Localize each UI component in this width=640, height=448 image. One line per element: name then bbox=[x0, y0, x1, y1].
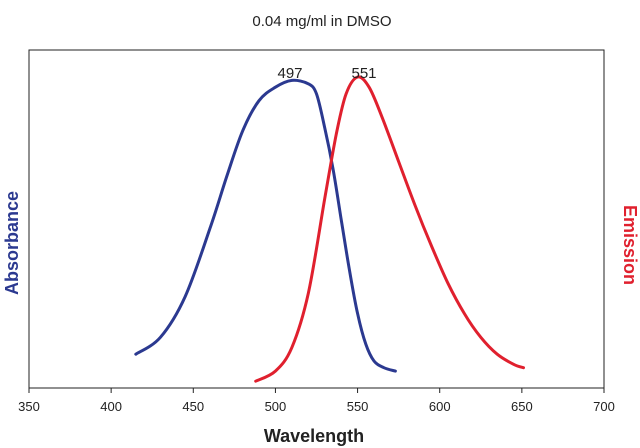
peak-label-absorbance: 497 bbox=[277, 65, 302, 82]
y-axis-title-absorbance: Absorbance bbox=[2, 191, 22, 295]
series-lines bbox=[134, 75, 525, 383]
x-tick-label: 700 bbox=[593, 399, 615, 414]
x-axis-ticks: 350 400 450 500 550 600 650 700 bbox=[18, 388, 615, 414]
series-line-emission bbox=[254, 75, 525, 383]
y-axis-title-emission: Emission bbox=[620, 205, 640, 285]
x-tick-label: 400 bbox=[100, 399, 122, 414]
plot-area-frame bbox=[28, 49, 605, 389]
x-tick-label: 350 bbox=[18, 399, 40, 414]
x-tick-label: 600 bbox=[429, 399, 451, 414]
x-tick-label: 550 bbox=[347, 399, 369, 414]
x-tick-label: 650 bbox=[511, 399, 533, 414]
chart-title: 0.04 mg/ml in DMSO bbox=[252, 13, 391, 30]
series-line-absorbance bbox=[134, 78, 397, 373]
x-tick-label: 450 bbox=[182, 399, 204, 414]
x-axis-title: Wavelength bbox=[264, 426, 364, 446]
x-tick-label: 500 bbox=[265, 399, 287, 414]
peak-label-emission: 551 bbox=[351, 65, 376, 82]
